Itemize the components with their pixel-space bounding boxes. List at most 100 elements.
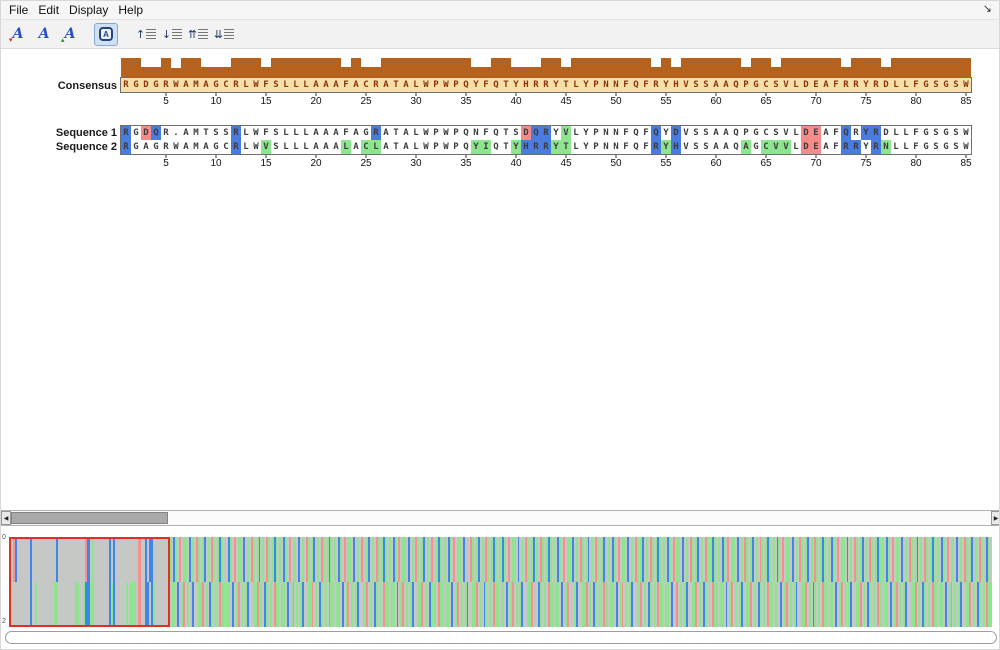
residue-cell[interactable]: C — [361, 140, 371, 154]
residue-cell[interactable]: R — [371, 126, 381, 140]
residue-cell[interactable]: L — [793, 80, 799, 90]
residue-cell[interactable]: R — [163, 128, 169, 138]
residue-cell[interactable]: F — [833, 142, 839, 152]
residue-cell[interactable]: Y — [551, 140, 561, 154]
residue-cell[interactable]: A — [313, 128, 319, 138]
residue-cell[interactable]: A — [183, 80, 189, 90]
residue-cell[interactable]: N — [603, 128, 609, 138]
residue-cell[interactable]: W — [443, 128, 449, 138]
sequence1-label[interactable]: Sequence 1 — [55, 127, 117, 139]
residue-cell[interactable]: Q — [531, 126, 541, 140]
residue-cell[interactable]: T — [503, 80, 509, 90]
residue-cell[interactable]: R — [121, 140, 131, 154]
sequence2-label[interactable]: Sequence 2 — [55, 141, 117, 153]
residue-cell[interactable]: G — [213, 142, 219, 152]
residue-cell[interactable]: F — [343, 128, 349, 138]
menu-help[interactable]: Help — [118, 3, 144, 17]
residue-cell[interactable]: L — [413, 142, 419, 152]
residue-cell[interactable]: Y — [863, 142, 869, 152]
residue-cell[interactable]: E — [811, 126, 821, 140]
residue-cell[interactable]: V — [683, 128, 689, 138]
residue-cell[interactable]: A — [183, 128, 189, 138]
residue-cell[interactable]: H — [523, 80, 529, 90]
residue-cell[interactable]: S — [223, 128, 229, 138]
residue-cell[interactable]: F — [263, 80, 269, 90]
scroll-right-button[interactable]: ▶ — [991, 511, 999, 525]
residue-cell[interactable]: R — [541, 126, 551, 140]
residue-cell[interactable]: M — [193, 142, 199, 152]
residue-cell[interactable]: E — [813, 80, 819, 90]
residue-cell[interactable]: S — [953, 80, 959, 90]
residue-cell[interactable]: W — [423, 128, 429, 138]
residue-cell[interactable]: L — [573, 142, 579, 152]
residue-cell[interactable]: T — [393, 80, 399, 90]
residue-cell[interactable]: P — [433, 128, 439, 138]
residue-cell[interactable]: L — [903, 80, 909, 90]
residue-cell[interactable]: S — [933, 142, 939, 152]
residue-cell[interactable]: C — [763, 80, 769, 90]
residue-cell[interactable]: R — [653, 80, 659, 90]
residue-cell[interactable]: R — [231, 126, 241, 140]
residue-cell[interactable]: F — [623, 128, 629, 138]
residue-cell[interactable]: V — [683, 80, 689, 90]
residue-cell[interactable]: M — [193, 80, 199, 90]
residue-cell[interactable]: L — [341, 140, 351, 154]
residue-cell[interactable]: Y — [583, 142, 589, 152]
residue-cell[interactable]: S — [773, 128, 779, 138]
residue-cell[interactable]: P — [593, 80, 599, 90]
residue-cell[interactable]: S — [693, 128, 699, 138]
residue-cell[interactable]: W — [443, 142, 449, 152]
residue-cell[interactable]: R — [843, 80, 849, 90]
residue-cell[interactable]: G — [923, 142, 929, 152]
residue-cell[interactable]: D — [883, 128, 889, 138]
residue-cell[interactable]: G — [133, 128, 139, 138]
residue-cell[interactable]: Q — [733, 80, 739, 90]
residue-cell[interactable]: L — [303, 128, 309, 138]
residue-cell[interactable]: L — [413, 128, 419, 138]
residue-cell[interactable]: A — [353, 142, 359, 152]
residue-cell[interactable]: L — [893, 128, 899, 138]
residue-cell[interactable]: F — [623, 142, 629, 152]
residue-cell[interactable]: A — [183, 142, 189, 152]
residue-cell[interactable]: Y — [583, 80, 589, 90]
residue-cell[interactable]: L — [243, 80, 249, 90]
residue-cell[interactable]: Y — [663, 128, 669, 138]
residue-cell[interactable]: Y — [553, 128, 559, 138]
residue-cell[interactable]: L — [283, 128, 289, 138]
residue-cell[interactable]: L — [893, 80, 899, 90]
residue-cell[interactable]: Q — [493, 128, 499, 138]
residue-cell[interactable]: Q — [651, 126, 661, 140]
move-sequence-to-top-button[interactable]: ⇈ — [186, 23, 210, 46]
residue-cell[interactable]: W — [443, 80, 449, 90]
residue-cell[interactable]: S — [953, 142, 959, 152]
residue-cell[interactable]: G — [943, 80, 949, 90]
residue-cell[interactable]: P — [453, 128, 459, 138]
residue-cell[interactable]: C — [223, 80, 229, 90]
residue-cell[interactable]: R — [853, 128, 859, 138]
residue-cell[interactable]: R — [651, 140, 661, 154]
horizontal-scrollbar[interactable]: ◀ ▶ — [1, 510, 999, 526]
residue-cell[interactable]: A — [823, 142, 829, 152]
residue-cell[interactable]: V — [261, 140, 271, 154]
residue-cell[interactable]: A — [353, 80, 359, 90]
menu-file[interactable]: File — [9, 3, 29, 17]
residue-cell[interactable]: I — [481, 140, 491, 154]
window-corner-icon[interactable]: ↘ — [982, 3, 992, 15]
residue-cell[interactable]: V — [771, 140, 781, 154]
residue-cell[interactable]: D — [803, 80, 809, 90]
residue-cell[interactable]: Y — [861, 126, 871, 140]
residue-cell[interactable]: S — [933, 80, 939, 90]
residue-cell[interactable]: V — [683, 142, 689, 152]
residue-cell[interactable]: Q — [633, 128, 639, 138]
residue-cell[interactable]: V — [783, 80, 789, 90]
residue-cell[interactable]: F — [643, 80, 649, 90]
residue-cell[interactable]: G — [923, 128, 929, 138]
residue-cell[interactable]: A — [333, 80, 339, 90]
residue-cell[interactable]: T — [393, 142, 399, 152]
residue-cell[interactable]: Q — [633, 142, 639, 152]
residue-cell[interactable]: A — [403, 128, 409, 138]
residue-cell[interactable]: A — [323, 128, 329, 138]
residue-cell[interactable]: S — [773, 80, 779, 90]
